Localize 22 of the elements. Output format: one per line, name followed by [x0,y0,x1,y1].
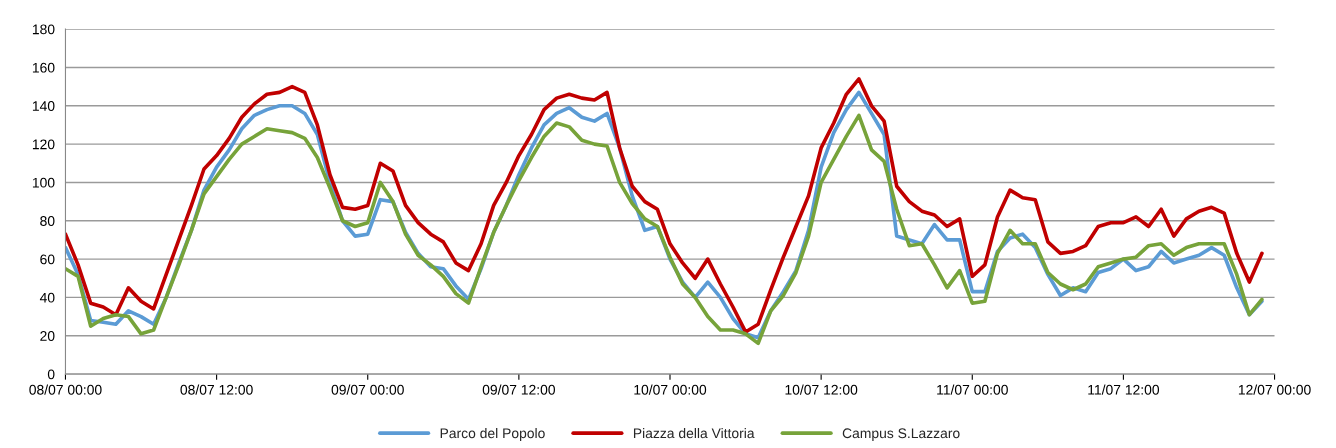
y-tick-label: 40 [39,292,55,303]
y-tick-label: 0 [47,369,55,380]
x-tick-label: 11/07 00:00 [937,384,1008,395]
y-tick-label: 100 [32,177,55,188]
y-tick-label: 160 [32,62,55,73]
legend-label: Parco del Popolo [440,427,545,441]
y-tick-label: 80 [40,216,55,226]
x-tick-label: 12/07 00:00 [1238,384,1311,395]
x-tick-label: 09/07 00:00 [331,384,404,395]
x-tick-label: 09/07 12:00 [482,384,556,395]
x-tick-label: 08/07 12:00 [180,384,253,395]
x-tick-label: 11/07 12:00 [1088,384,1160,395]
legend-label: Piazza della Vittoria [633,427,755,439]
y-tick-label: 120 [32,139,55,150]
legend-label: Campus S.Lazzaro [842,428,960,441]
y-tick-label: 20 [40,331,55,341]
y-tick-label: 60 [40,254,55,265]
x-tick-label: 08/07 00:00 [29,384,102,395]
x-tick-label: 10/07 12:00 [785,384,858,395]
x-tick-label: 10/07 00:00 [634,384,707,395]
y-tick-label: 140 [32,101,55,111]
y-tick-label: 180 [32,24,55,35]
